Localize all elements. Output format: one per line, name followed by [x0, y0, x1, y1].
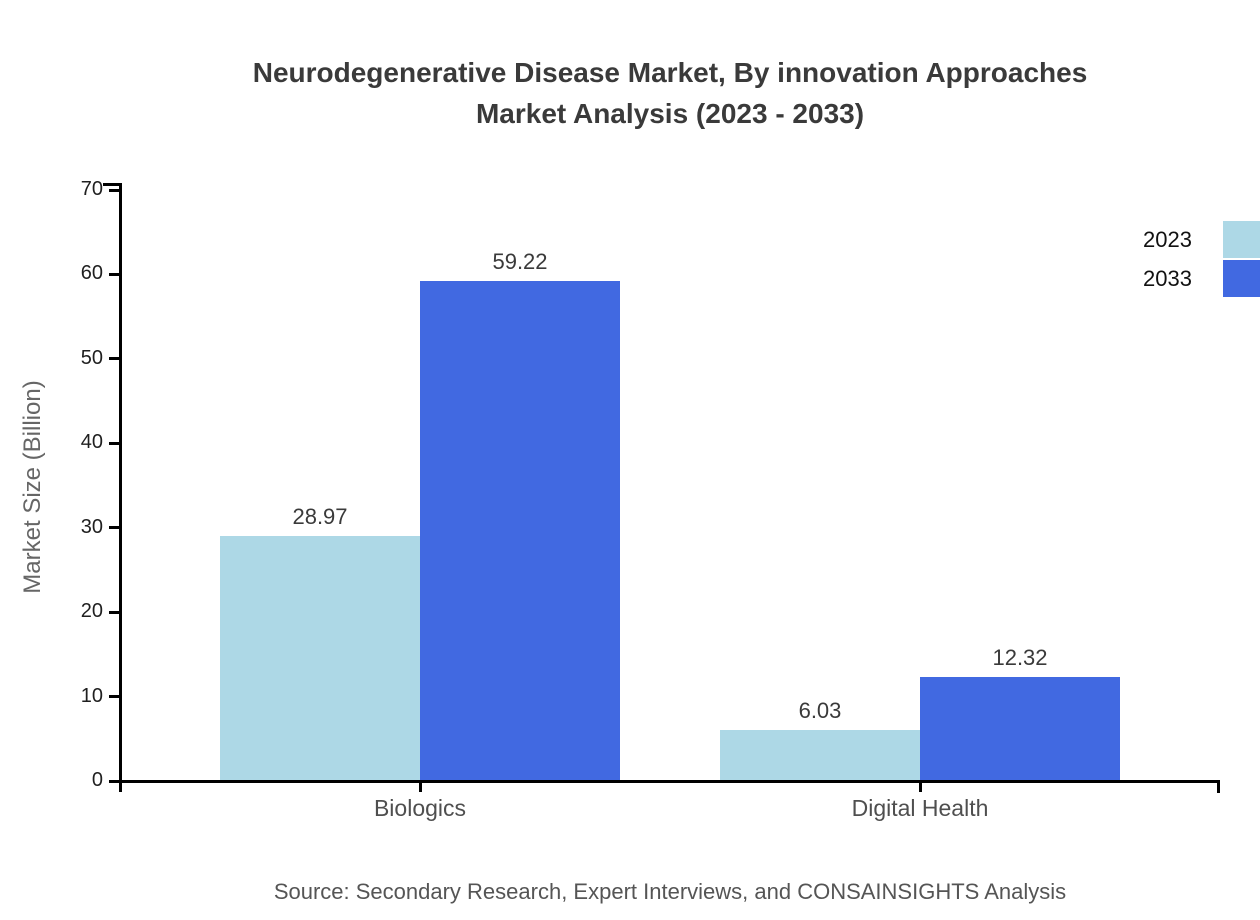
y-tick — [109, 272, 120, 276]
bar-value-label: 28.97 — [292, 504, 348, 530]
y-tick — [109, 779, 120, 783]
x-category-label: Biologics — [373, 795, 467, 821]
x-category-label: Digital Health — [851, 795, 989, 821]
y-tick-label: 40 — [80, 431, 103, 454]
x-axis-line — [119, 780, 1220, 783]
chart-title-line1: Neurodegenerative Disease Market, By inn… — [252, 57, 1088, 88]
bar-value-label: 59.22 — [492, 249, 548, 274]
y-tick — [109, 441, 120, 445]
x-tick — [918, 783, 922, 792]
y-tick — [109, 610, 120, 614]
bar-value-label: 6.03 — [798, 698, 842, 724]
bar-value-label: 12.32 — [992, 644, 1048, 670]
y-axis-top-tick — [103, 183, 119, 186]
legend-item-2033: 2033 — [1100, 260, 1260, 297]
bar-2023-biologics — [220, 536, 420, 780]
chart-title: Neurodegenerative Disease Market, By inn… — [120, 52, 1220, 134]
bar-2033-biologics — [420, 281, 620, 780]
y-tick-label: 70 — [80, 178, 103, 200]
legend-label: 2023 — [1143, 226, 1192, 252]
y-tick-label: 30 — [80, 515, 103, 538]
legend-label: 2033 — [1143, 265, 1192, 291]
x-axis-end-tick — [1217, 780, 1220, 793]
y-tick — [109, 357, 120, 361]
y-tick — [109, 188, 120, 192]
legend-swatch — [1223, 221, 1260, 258]
y-tick-label: 10 — [80, 684, 103, 707]
source-note: Source: Secondary Research, Expert Inter… — [273, 879, 1067, 904]
x-tick — [418, 783, 422, 792]
y-tick-label: 60 — [80, 262, 103, 285]
bar-2023-digital-health — [720, 730, 920, 780]
y-tick-label: 0 — [91, 769, 103, 791]
y-tick — [109, 526, 120, 530]
y-tick — [109, 695, 120, 699]
y-axis-line — [119, 183, 122, 792]
legend: 2023 2033 — [1100, 221, 1260, 299]
y-tick-label: 20 — [80, 600, 103, 623]
legend-swatch — [1223, 260, 1260, 297]
bar-2033-digital-health — [920, 676, 1120, 780]
legend-item-2023: 2023 — [1100, 221, 1260, 258]
y-tick-label: 50 — [80, 346, 103, 369]
chart-title-line2: Market Analysis (2023 - 2033) — [475, 98, 865, 129]
